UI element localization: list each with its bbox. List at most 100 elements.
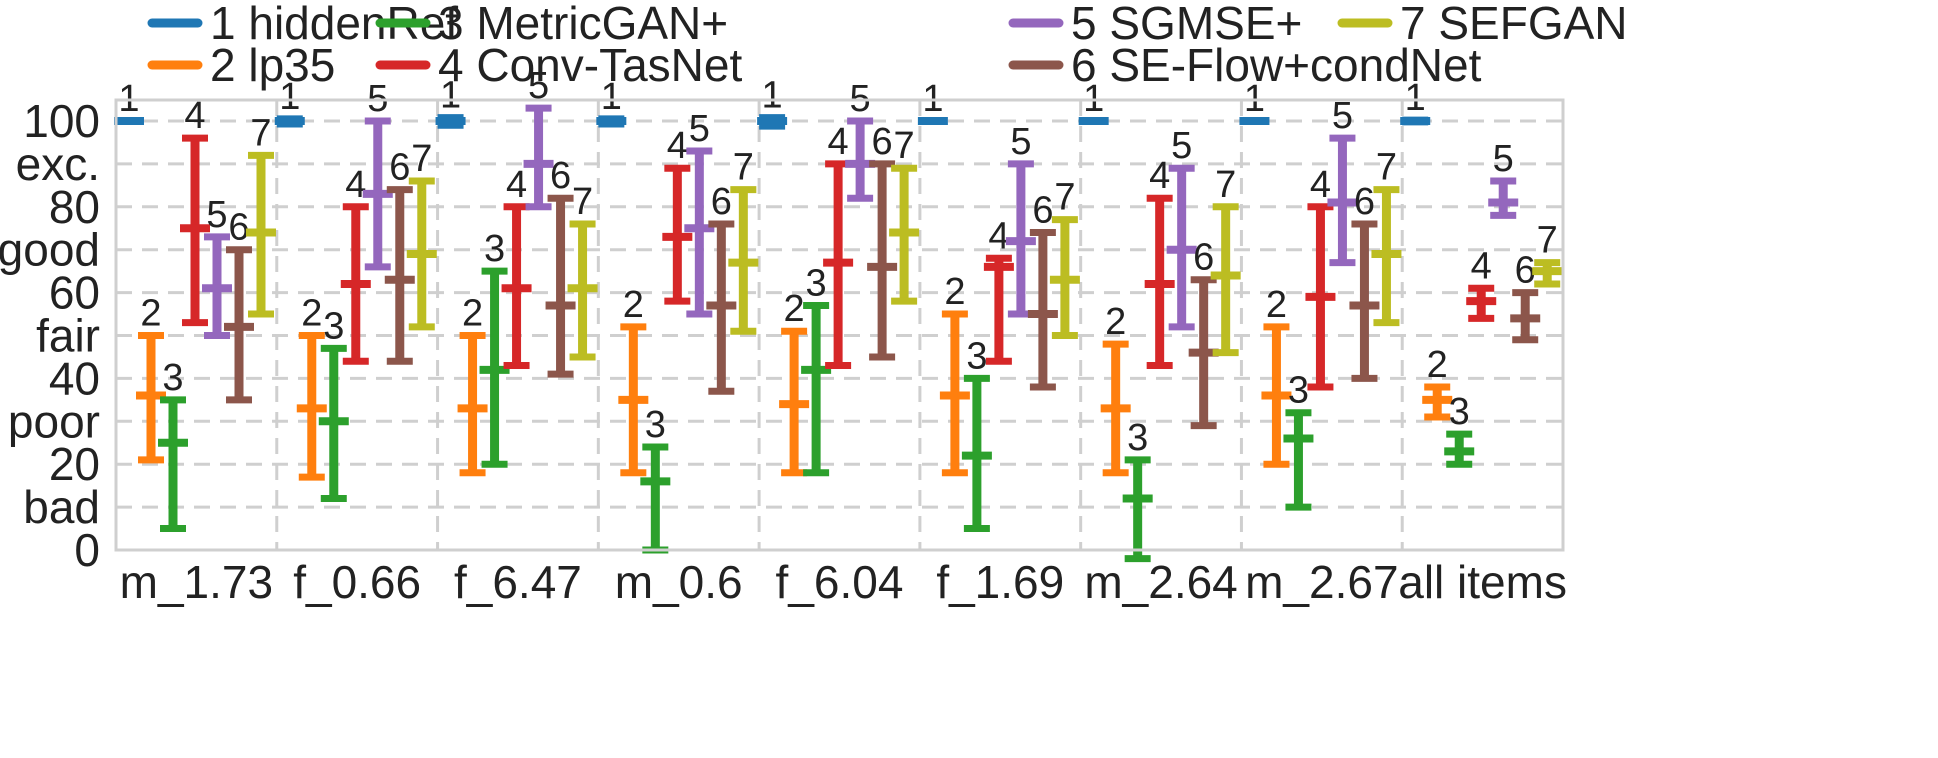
y-tick-label: 100	[23, 95, 100, 147]
error-bar-label: 3	[806, 262, 827, 304]
error-bar-label: 7	[1537, 220, 1558, 262]
error-bar-label: 4	[667, 125, 688, 167]
error-bar-label: 7	[250, 112, 271, 154]
x-tick-label: f_1.69	[936, 556, 1064, 608]
series-3: 3 3 3 3 3 3 3 3 3	[158, 228, 1475, 563]
y-tick-label: exc.	[16, 138, 100, 190]
legend-item: 5 SGMSE+	[1008, 0, 1302, 49]
error-bar-label: 2	[784, 288, 805, 330]
error-bar-label: 3	[966, 335, 987, 377]
error-bar-label: 6	[872, 121, 893, 163]
error-bar-label: 7	[894, 125, 915, 167]
y-tick-label: poor	[8, 395, 100, 447]
legend-label: 6 SE-Flow+condNet	[1071, 39, 1482, 91]
error-bar-label: 5	[1332, 95, 1353, 137]
error-bar-label: 5	[1010, 121, 1031, 163]
legend-label: 3 MetricGAN+	[438, 0, 728, 49]
error-bar-label: 2	[301, 293, 322, 335]
error-bar-label: 4	[1471, 245, 1492, 287]
error-bar-label: 3	[162, 357, 183, 399]
y-tick-label: good	[0, 224, 100, 276]
error-bar-label: 7	[733, 147, 754, 189]
error-bar-label: 4	[828, 121, 849, 163]
error-bar-label: 2	[1427, 344, 1448, 386]
error-bar-label: 4	[506, 164, 527, 206]
error-bar-label: 7	[1054, 177, 1075, 219]
x-tick-label: all items	[1398, 556, 1567, 608]
error-bar-label: 6	[1515, 250, 1536, 292]
error-bar-label: 2	[1266, 284, 1287, 326]
x-tick-label: f_6.47	[454, 556, 582, 608]
legend-label: 4 Conv-TasNet	[438, 39, 742, 91]
error-bar-label: 6	[550, 155, 571, 197]
error-bar-label: 3	[645, 404, 666, 446]
error-bar-label: 1	[1405, 77, 1426, 119]
series-4: 4 4 4 4 4 4 4 4 4	[180, 95, 1497, 391]
error-bar-label: 1	[440, 75, 461, 117]
error-bar-label: 6	[1354, 181, 1375, 223]
error-bar-label: 6	[389, 147, 410, 189]
series-7: 7 7 7 7 7 7 7 7 7	[246, 112, 1563, 361]
legend-label: 2 lp35	[210, 39, 335, 91]
error-bar-label: 4	[1310, 164, 1331, 206]
x-tick-label: m_1.73	[120, 556, 273, 608]
error-bar-label: 1	[279, 76, 300, 118]
error-bar-label: 5	[689, 108, 710, 150]
legend-item: 7 SEFGAN	[1337, 0, 1628, 49]
error-bar-label: 2	[623, 284, 644, 326]
error-bar-label: 7	[1376, 147, 1397, 189]
series-2: 2 2 2 2 2 2 2 2 2	[136, 271, 1453, 481]
legend-label: 7 SEFGAN	[1400, 0, 1628, 49]
legend-item: 4 Conv-TasNet	[375, 39, 742, 91]
error-bar-label: 1	[601, 76, 622, 118]
error-bar-label: 5	[206, 194, 227, 236]
x-tick-label: f_6.04	[776, 556, 904, 608]
error-bar-label: 4	[184, 95, 205, 137]
x-tick-label: m_2.64	[1084, 556, 1237, 608]
error-bar-label: 6	[711, 181, 732, 223]
error-bar-label: 5	[528, 65, 549, 107]
x-axis: m_1.73 f_0.66 f_6.47 m_0.6 f_6.04 f_1.69 m_2.6…	[120, 556, 1567, 608]
error-bar-label: 7	[1215, 164, 1236, 206]
error-bar-label: 2	[944, 271, 965, 313]
error-bar-label: 7	[572, 181, 593, 223]
x-tick-label: m_2.67	[1245, 556, 1398, 608]
error-bar-label: 4	[1149, 155, 1170, 197]
legend-item: 2 lp35	[147, 39, 335, 91]
plot-frame	[114, 98, 1565, 552]
y-tick-label: 20	[49, 438, 100, 490]
error-bar-label: 3	[1127, 417, 1148, 459]
error-bar-label: 6	[1193, 237, 1214, 279]
x-tick-label: f_0.66	[293, 556, 421, 608]
series-6: 6 6 6 6 6 6 6 6 6	[224, 121, 1541, 430]
y-tick-label: fair	[36, 310, 100, 362]
legend-item: 6 SE-Flow+condNet	[1008, 39, 1482, 91]
error-bar-label: 4	[988, 215, 1009, 257]
error-bar-label: 5	[1171, 125, 1192, 167]
error-bar-label: 1	[762, 75, 783, 117]
y-tick-label: 0	[74, 524, 100, 576]
legend-item: 3 MetricGAN+	[375, 0, 728, 49]
x-tick-label: m_0.6	[615, 556, 743, 608]
error-bar-label: 3	[1449, 391, 1470, 433]
error-bar-label: 3	[323, 305, 344, 347]
error-bar-label: 2	[140, 293, 161, 335]
legend-label: 5 SGMSE+	[1071, 0, 1302, 49]
error-bar-label: 3	[1288, 370, 1309, 412]
y-tick-label: 40	[49, 352, 100, 404]
error-bar-label: 2	[462, 293, 483, 335]
error-bar-label: 3	[484, 228, 505, 270]
y-tick-label: bad	[23, 481, 100, 533]
y-tick-label: 80	[49, 181, 100, 233]
error-bar-label: 5	[1493, 138, 1514, 180]
y-tick-label: 60	[49, 267, 100, 319]
error-bar-label: 6	[228, 207, 249, 249]
error-bar-label: 6	[1032, 190, 1053, 232]
